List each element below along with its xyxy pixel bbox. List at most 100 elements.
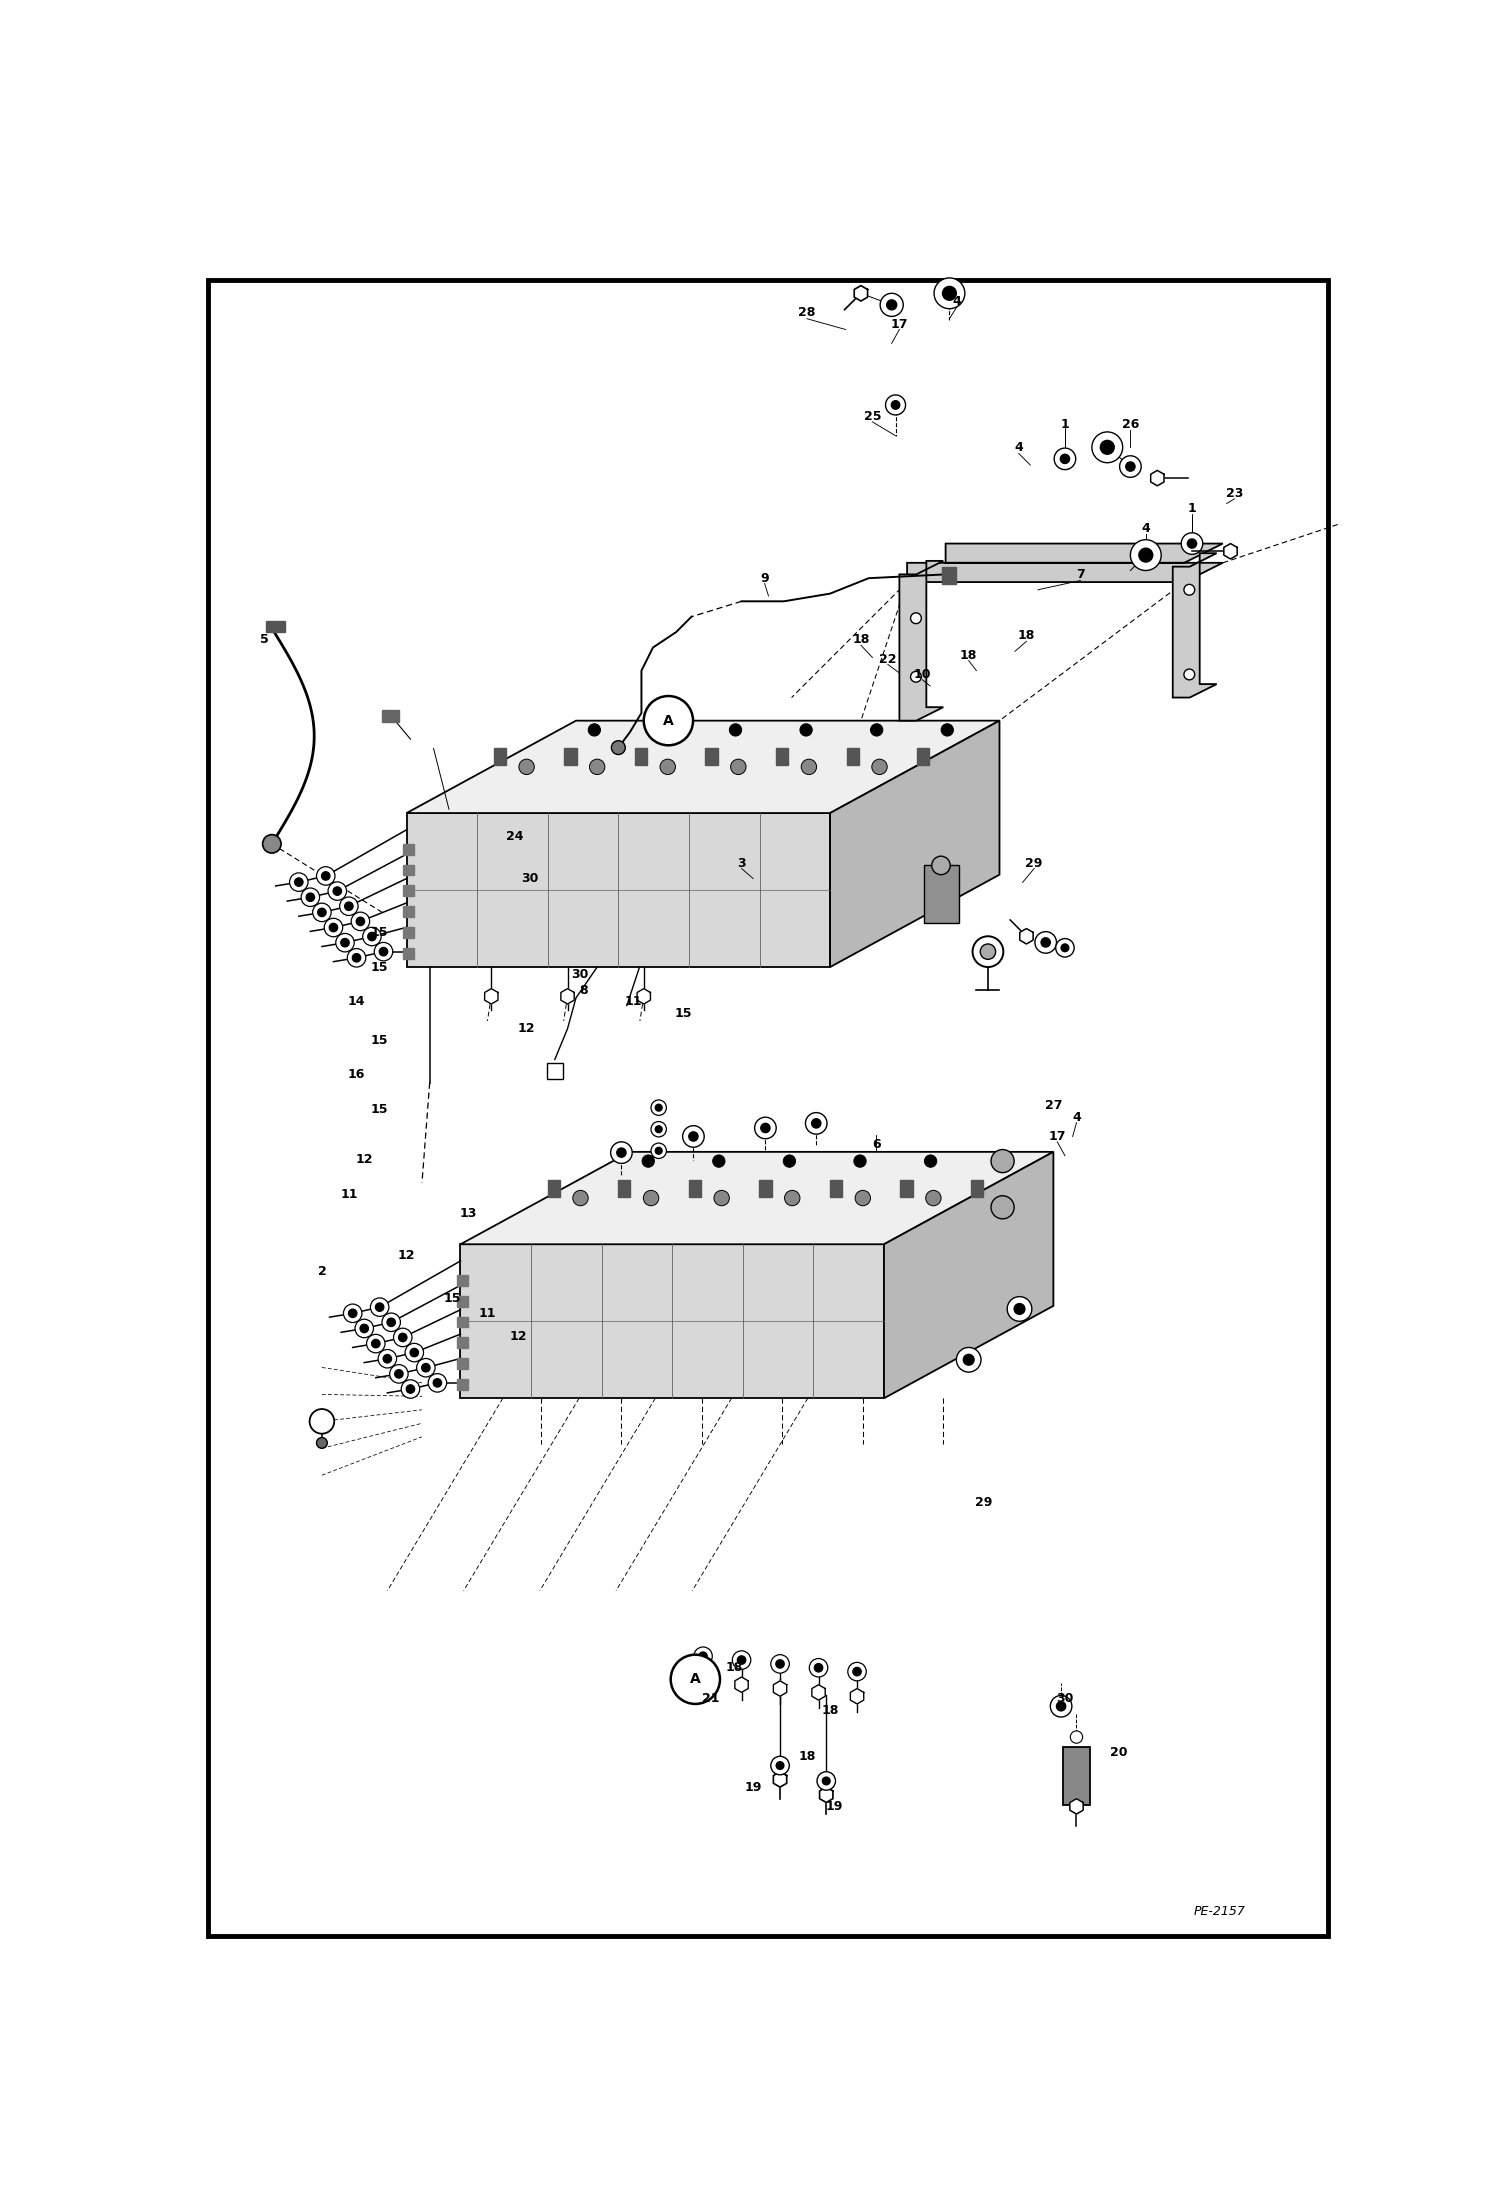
Circle shape — [1183, 669, 1195, 680]
Circle shape — [652, 1099, 667, 1115]
Polygon shape — [884, 1152, 1053, 1398]
Circle shape — [398, 1334, 407, 1343]
Circle shape — [924, 1154, 936, 1167]
Text: 15: 15 — [372, 926, 388, 939]
Bar — [403, 886, 415, 895]
Circle shape — [655, 1126, 662, 1132]
Circle shape — [715, 1191, 730, 1207]
Circle shape — [1182, 533, 1203, 555]
Text: 2: 2 — [318, 1264, 327, 1277]
Circle shape — [352, 954, 361, 961]
Circle shape — [1050, 1696, 1073, 1718]
Circle shape — [394, 1369, 403, 1378]
Bar — [706, 748, 718, 766]
Text: 1: 1 — [1188, 502, 1197, 516]
Circle shape — [806, 1112, 827, 1134]
Circle shape — [374, 943, 392, 961]
Text: 29: 29 — [1026, 856, 1043, 869]
Circle shape — [698, 1678, 709, 1689]
Circle shape — [761, 1123, 770, 1132]
Text: 5: 5 — [259, 634, 268, 647]
Bar — [457, 1297, 469, 1308]
Circle shape — [809, 1659, 828, 1676]
Circle shape — [1071, 1731, 1083, 1744]
Bar — [547, 1180, 560, 1196]
Circle shape — [713, 1154, 725, 1167]
Text: 10: 10 — [914, 667, 932, 680]
Polygon shape — [830, 720, 999, 968]
Circle shape — [370, 1299, 389, 1316]
Circle shape — [1035, 932, 1056, 952]
Circle shape — [1188, 540, 1197, 548]
Bar — [924, 864, 959, 924]
Circle shape — [367, 932, 376, 941]
Text: 18: 18 — [960, 649, 977, 663]
Circle shape — [343, 1303, 363, 1323]
Circle shape — [589, 724, 601, 735]
Text: 11: 11 — [479, 1308, 496, 1321]
Circle shape — [306, 893, 315, 902]
Polygon shape — [1150, 470, 1164, 485]
Circle shape — [351, 913, 370, 930]
Bar — [565, 748, 577, 766]
Bar — [457, 1275, 469, 1286]
Polygon shape — [485, 989, 497, 1005]
Circle shape — [776, 1762, 783, 1768]
Circle shape — [416, 1358, 434, 1378]
Text: 4: 4 — [953, 294, 962, 307]
Text: 15: 15 — [676, 1007, 692, 1020]
Circle shape — [401, 1380, 419, 1398]
Bar — [457, 1380, 469, 1389]
Bar — [403, 845, 415, 856]
Text: 14: 14 — [348, 996, 366, 1009]
Circle shape — [386, 1319, 395, 1327]
Bar — [403, 864, 415, 875]
Circle shape — [737, 1656, 746, 1665]
Bar — [382, 711, 398, 722]
Text: 8: 8 — [580, 983, 589, 996]
Circle shape — [379, 948, 388, 957]
Text: 21: 21 — [703, 1692, 719, 1705]
Bar — [547, 1064, 563, 1079]
Text: 19: 19 — [745, 1782, 762, 1795]
Polygon shape — [1020, 928, 1034, 943]
Circle shape — [1131, 540, 1161, 570]
Circle shape — [316, 867, 336, 884]
Polygon shape — [819, 1788, 833, 1803]
Circle shape — [644, 695, 694, 746]
Text: 26: 26 — [1122, 417, 1138, 430]
Circle shape — [518, 759, 535, 774]
Circle shape — [428, 1373, 446, 1393]
Circle shape — [643, 1191, 659, 1207]
Circle shape — [313, 904, 331, 921]
Text: 25: 25 — [864, 410, 881, 423]
Bar — [457, 1358, 469, 1369]
Text: 13: 13 — [460, 1207, 476, 1220]
Circle shape — [1101, 441, 1115, 454]
Circle shape — [870, 724, 882, 735]
Polygon shape — [406, 720, 999, 814]
Polygon shape — [908, 544, 1222, 581]
Circle shape — [671, 1654, 721, 1705]
Circle shape — [694, 1648, 712, 1665]
Circle shape — [367, 1334, 385, 1354]
Bar — [776, 748, 788, 766]
Text: 27: 27 — [1044, 1099, 1062, 1112]
Circle shape — [730, 724, 742, 735]
Text: 30: 30 — [521, 871, 538, 884]
Bar — [942, 566, 956, 584]
Bar — [267, 621, 285, 632]
Text: 3: 3 — [737, 856, 746, 869]
Circle shape — [995, 1154, 1007, 1167]
Circle shape — [691, 1672, 716, 1696]
Circle shape — [404, 1343, 424, 1362]
Circle shape — [1014, 1303, 1025, 1314]
Polygon shape — [460, 1244, 884, 1398]
Text: 15: 15 — [372, 1033, 388, 1047]
Circle shape — [310, 1409, 334, 1433]
Bar — [689, 1180, 701, 1196]
Bar — [900, 1180, 912, 1196]
Circle shape — [942, 287, 956, 301]
Text: 29: 29 — [975, 1496, 993, 1509]
Text: 16: 16 — [348, 1068, 366, 1082]
